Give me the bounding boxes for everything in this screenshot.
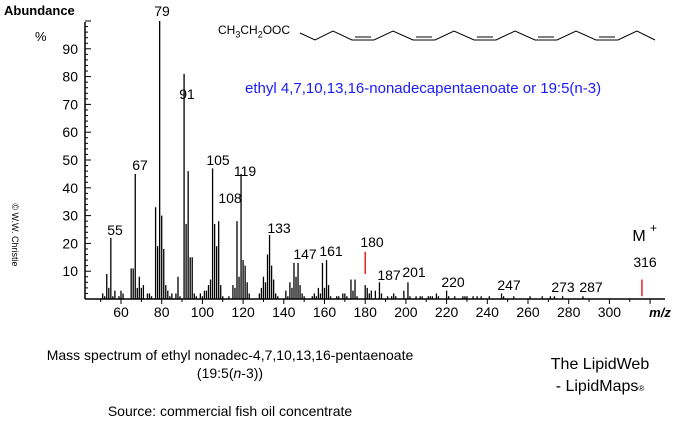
svg-text:201: 201 <box>402 264 426 280</box>
svg-text:161: 161 <box>319 243 343 259</box>
svg-text:40: 40 <box>62 180 78 196</box>
caption-line-2: (19:5(n-3)) <box>196 365 264 381</box>
svg-text:247: 247 <box>497 277 521 293</box>
svg-text:180: 180 <box>360 234 384 250</box>
svg-text:67: 67 <box>132 157 148 173</box>
svg-text:+: + <box>650 221 657 235</box>
svg-text:140: 140 <box>272 304 296 320</box>
svg-text:80: 80 <box>62 69 78 85</box>
y-axis-label: Abundance <box>4 3 75 18</box>
svg-text:79: 79 <box>154 3 170 19</box>
svg-text:10: 10 <box>62 263 78 279</box>
svg-text:91: 91 <box>179 86 195 102</box>
svg-text:260: 260 <box>516 304 540 320</box>
svg-text:55: 55 <box>107 222 123 238</box>
svg-text:20: 20 <box>62 235 78 251</box>
svg-text:147: 147 <box>293 246 317 262</box>
compound-name: ethyl 4,7,10,13,16-nonadecapentaenoate o… <box>245 80 602 97</box>
svg-text:60: 60 <box>62 124 78 140</box>
svg-text:80: 80 <box>154 304 170 320</box>
caption-line-1: Mass spectrum of ethyl nonadec-4,7,10,13… <box>46 347 414 363</box>
axes: 10 20 30 40 50 60 70 80 90 60 80 100 120 140 160 180 200… <box>62 20 671 320</box>
svg-text:120: 120 <box>231 304 255 320</box>
svg-text:30: 30 <box>62 208 78 224</box>
brand-line-2: - LipidMaps® <box>530 376 670 400</box>
svg-text:108: 108 <box>218 190 242 206</box>
svg-text:100: 100 <box>191 304 215 320</box>
brand-name: - LipidMaps <box>555 378 639 395</box>
svg-text:187: 187 <box>377 267 401 283</box>
y-axis-unit: % <box>35 29 47 44</box>
figure-caption: Mass spectrum of ethyl nonadec-4,7,10,13… <box>0 346 460 382</box>
svg-text:m/z: m/z <box>649 305 671 320</box>
svg-text:60: 60 <box>113 304 129 320</box>
svg-text:M: M <box>632 228 645 245</box>
svg-text:273: 273 <box>551 279 575 295</box>
svg-text:160: 160 <box>313 304 337 320</box>
structure-formula: CH3CH2OOC <box>218 23 291 40</box>
svg-text:70: 70 <box>62 96 78 112</box>
svg-text:300: 300 <box>598 304 622 320</box>
svg-text:105: 105 <box>206 152 230 168</box>
brand: The LipidWeb - LipidMaps® <box>530 354 670 400</box>
copyright-text: © W.W. Christie <box>10 203 20 267</box>
svg-text:90: 90 <box>62 41 78 57</box>
registered-mark: ® <box>638 384 645 393</box>
svg-text:119: 119 <box>234 163 257 179</box>
svg-text:240: 240 <box>476 304 500 320</box>
svg-text:200: 200 <box>394 304 418 320</box>
svg-text:280: 280 <box>557 304 581 320</box>
svg-text:180: 180 <box>354 304 378 320</box>
brand-line-1: The LipidWeb <box>550 356 650 373</box>
svg-text:220: 220 <box>441 274 465 290</box>
source-text: Source: commercial fish oil concentrate <box>107 403 353 419</box>
svg-text:133: 133 <box>267 220 291 236</box>
chemical-structure <box>299 30 656 41</box>
svg-text:316: 316 <box>633 254 657 270</box>
svg-text:220: 220 <box>435 304 459 320</box>
svg-text:50: 50 <box>62 152 78 168</box>
svg-text:287: 287 <box>579 279 603 295</box>
peaks <box>102 21 643 299</box>
